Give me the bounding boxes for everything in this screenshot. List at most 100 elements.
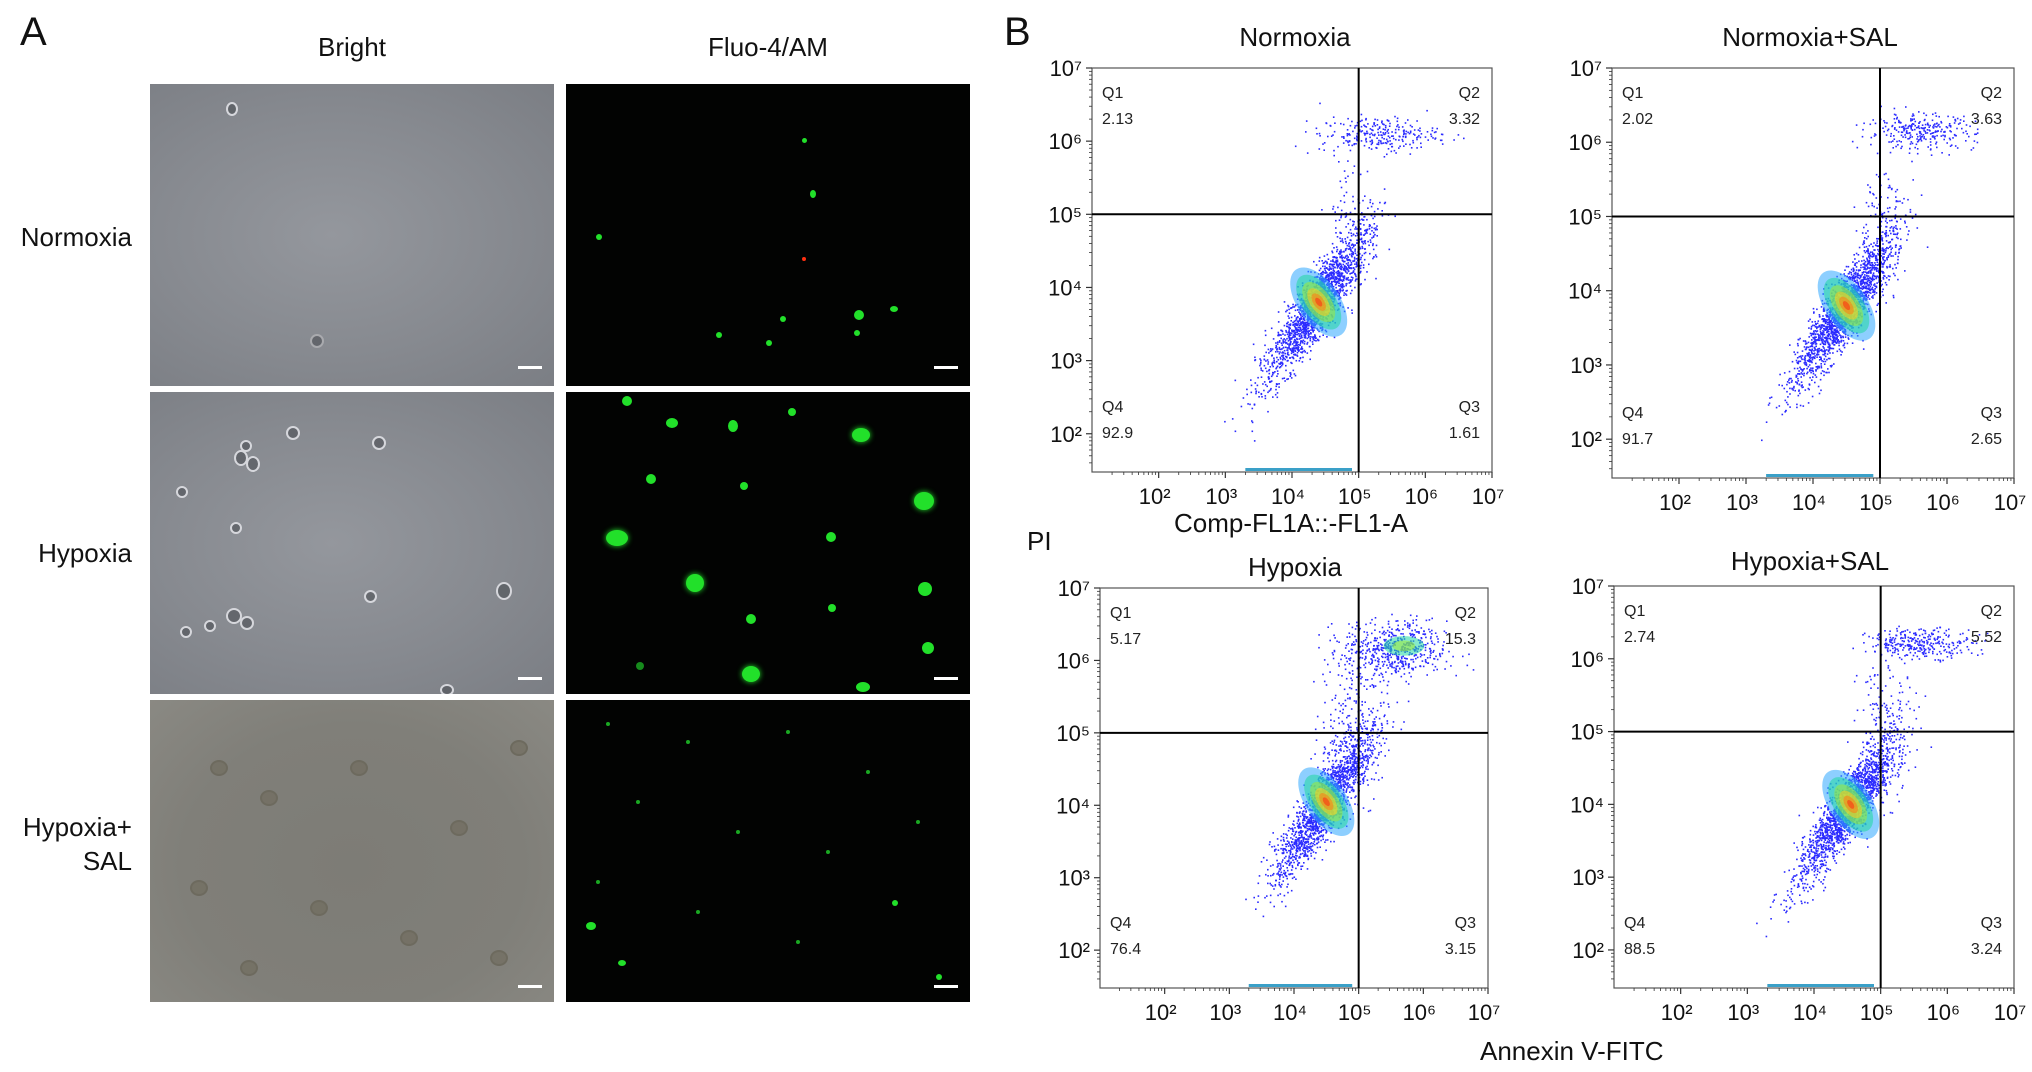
quadrant-value-q4: 88.5 <box>1624 941 1655 958</box>
y-tick-label: 10³ <box>1572 865 1604 890</box>
y-tick-label: 10⁵ <box>1568 204 1602 229</box>
quadrant-value-q3: 2.65 <box>1971 431 2002 448</box>
x-tick-label: 10⁷ <box>1472 484 1504 509</box>
y-tick-label: 10⁷ <box>1570 56 1602 81</box>
x-axis-label-comp: Comp-FL1A::-FL1-A <box>1174 508 1409 538</box>
quadrant-value-q2: 3.32 <box>1449 111 1480 128</box>
y-tick-label: 10⁴ <box>1056 793 1090 818</box>
row-label-sal: SAL <box>82 846 132 876</box>
x-tick-label: 10³ <box>1727 1000 1759 1025</box>
y-tick-label: 10⁵ <box>1056 721 1090 746</box>
fluo-image-hypoxia <box>566 392 970 694</box>
y-tick-label: 10⁷ <box>1050 56 1082 81</box>
y-tick-label: 10⁵ <box>1048 202 1082 227</box>
column-title-fluo: Fluo-4/AM <box>708 32 828 62</box>
quadrant-value-q3: 3.15 <box>1445 941 1476 958</box>
quadrant-value-q1: 2.13 <box>1102 111 1133 128</box>
y-tick-label: 10² <box>1572 938 1604 963</box>
fluo-image-normoxia <box>566 84 970 386</box>
row-label-hypoxia-plus: Hypoxia+ <box>22 812 132 842</box>
x-tick-label: 10⁶ <box>1403 1000 1437 1025</box>
quadrant-name-q3: Q3 <box>1981 915 2002 932</box>
quadrant-name-q3: Q3 <box>1981 405 2002 422</box>
x-tick-label: 10⁴ <box>1793 1000 1827 1025</box>
y-tick-label: 10⁶ <box>1568 130 1602 155</box>
plot-frame <box>1099 587 1489 989</box>
y-tick-label: 10⁵ <box>1570 720 1604 745</box>
flow-plot-hypoxia: Q1 5.17 Q2 15.3 Q3 3.15 Q4 76.4 10² 10³ 10⁴ 10⁵ 10⁶ 1… <box>1056 576 1500 1025</box>
y-tick-label: 10² <box>1570 427 1602 452</box>
x-tick-label: 10⁷ <box>1994 490 2026 515</box>
quadrant-value-q2: 3.63 <box>1971 111 2002 128</box>
plot-title-normoxia-sal: Normoxia+SAL <box>1722 22 1898 52</box>
row-label-hypoxia: Hypoxia <box>38 538 132 568</box>
plot-frame <box>1611 67 2015 479</box>
y-tick-label: 10⁴ <box>1570 792 1604 817</box>
panel-b-letter: B <box>1004 10 1031 54</box>
y-tick-label: 10⁶ <box>1048 129 1082 154</box>
quadrant-value-q3: 3.24 <box>1971 941 2002 958</box>
row-label-normoxia: Normoxia <box>20 222 132 252</box>
y-tick-label: 10⁶ <box>1056 648 1090 673</box>
column-title-bright: Bright <box>318 32 386 62</box>
y-tick-label: 10² <box>1058 938 1090 963</box>
axis-rug <box>1248 984 1353 987</box>
plot-title-hypoxia: Hypoxia <box>1248 552 1342 582</box>
quadrant-name-q2: Q2 <box>1455 605 1476 622</box>
fluo-image-hypoxia-sal <box>566 700 970 1002</box>
density-contour <box>1392 640 1416 652</box>
x-tick-label: 10⁶ <box>1405 484 1439 509</box>
quadrant-name-q4: Q4 <box>1622 405 1643 422</box>
x-tick-label: 10⁵ <box>1338 1000 1372 1025</box>
density-contour <box>1842 301 1851 311</box>
x-tick-label: 10⁶ <box>1927 1000 1961 1025</box>
y-tick-label: 10⁷ <box>1572 574 1604 599</box>
y-tick-label: 10⁶ <box>1570 647 1604 672</box>
plot-title-hypoxia-sal: Hypoxia+SAL <box>1730 546 1890 576</box>
quadrant-name-q4: Q4 <box>1102 399 1123 416</box>
y-tick-label: 10⁴ <box>1568 279 1602 304</box>
x-tick-label: 10⁵ <box>1338 484 1372 509</box>
quadrant-name-q1: Q1 <box>1110 605 1131 622</box>
y-tick-label: 10³ <box>1058 866 1090 891</box>
x-tick-label: 10³ <box>1209 1000 1241 1025</box>
bright-image-hypoxia <box>150 392 554 694</box>
density-contour <box>1322 797 1330 807</box>
density-contour <box>1315 297 1323 307</box>
quadrant-value-q1: 2.74 <box>1624 629 1655 646</box>
quadrant-value-q1: 2.02 <box>1622 111 1653 128</box>
x-tick-label: 10³ <box>1205 484 1237 509</box>
quadrant-value-q4: 92.9 <box>1102 425 1133 442</box>
y-tick-label: 10³ <box>1570 353 1602 378</box>
y-tick-label: 10⁴ <box>1048 275 1082 300</box>
x-tick-label: 10² <box>1661 1000 1693 1025</box>
x-tick-label: 10⁵ <box>1860 1000 1894 1025</box>
panel-a-letter: A <box>20 10 47 54</box>
quadrant-name-q3: Q3 <box>1459 399 1480 416</box>
quadrant-name-q1: Q1 <box>1102 85 1123 102</box>
quadrant-name-q1: Q1 <box>1622 85 1643 102</box>
axis-rug <box>1766 474 1874 477</box>
x-tick-label: 10² <box>1139 484 1171 509</box>
x-tick-label: 10⁷ <box>1468 1000 1500 1025</box>
quadrant-value-q2: 15.3 <box>1445 631 1476 648</box>
bright-image-hypoxia-sal <box>150 700 554 1002</box>
x-tick-label: 10⁶ <box>1926 490 1960 515</box>
x-tick-label: 10⁵ <box>1859 490 1893 515</box>
y-axis-label-pi: PI <box>1027 526 1052 556</box>
quadrant-name-q4: Q4 <box>1110 915 1131 932</box>
quadrant-name-q2: Q2 <box>1459 85 1480 102</box>
y-tick-label: 10⁷ <box>1058 576 1090 601</box>
density-contour <box>1847 800 1855 809</box>
quadrant-value-q1: 5.17 <box>1110 631 1141 648</box>
quadrant-value-q2: 5.52 <box>1971 629 2002 646</box>
plot-title-normoxia: Normoxia <box>1239 22 1351 52</box>
x-tick-label: 10⁷ <box>1994 1000 2026 1025</box>
axis-rug <box>1245 468 1352 471</box>
quadrant-value-q4: 76.4 <box>1110 941 1141 958</box>
x-tick-label: 10⁴ <box>1792 490 1826 515</box>
x-tick-label: 10³ <box>1726 490 1758 515</box>
x-tick-label: 10² <box>1659 490 1691 515</box>
x-tick-label: 10² <box>1145 1000 1177 1025</box>
